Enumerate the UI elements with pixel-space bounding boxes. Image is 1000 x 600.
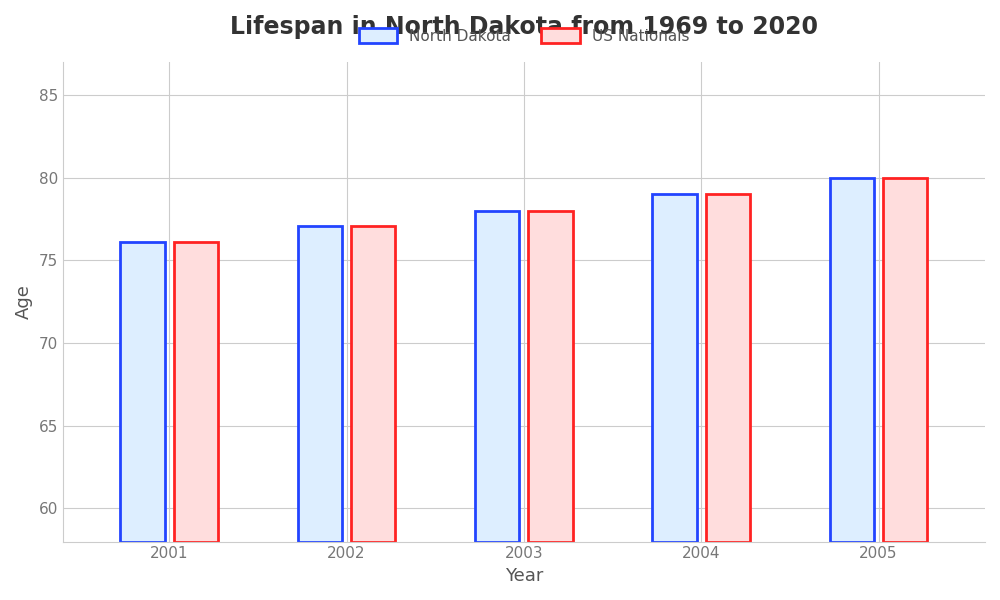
Title: Lifespan in North Dakota from 1969 to 2020: Lifespan in North Dakota from 1969 to 20…	[230, 15, 818, 39]
Bar	[351, 226, 395, 542]
X-axis label: Year: Year	[505, 567, 543, 585]
Bar	[706, 194, 750, 542]
Bar	[120, 242, 165, 542]
Y-axis label: Age: Age	[15, 284, 33, 319]
Bar	[652, 194, 697, 542]
Bar	[528, 211, 573, 542]
Bar	[174, 242, 218, 542]
Bar	[883, 178, 927, 542]
Bar	[830, 178, 874, 542]
Bar	[298, 226, 342, 542]
Legend: North Dakota, US Nationals: North Dakota, US Nationals	[352, 22, 695, 50]
Bar	[475, 211, 519, 542]
